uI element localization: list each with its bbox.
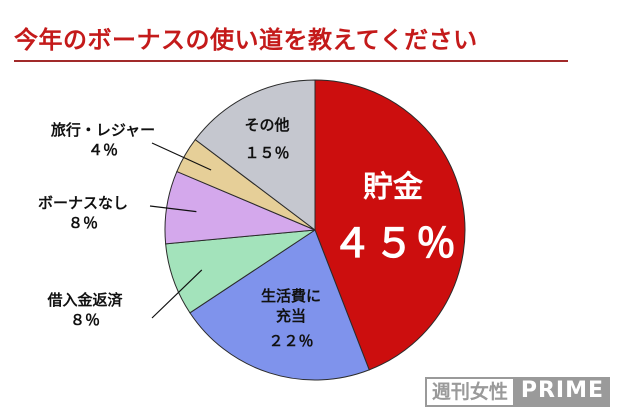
slice-value-travel-leisure: ４％ (87, 141, 118, 160)
slice-label-loan-repayment: 借入金返済 ８％ (10, 290, 160, 331)
slice-value-no-bonus: ８％ (67, 214, 98, 233)
watermark-brand: 週刊女性 (424, 377, 515, 407)
slice-label-other: その他 １５％ (222, 115, 312, 164)
leader-line-travel-leisure (151, 142, 212, 171)
pie-slice-savings (314, 79, 466, 371)
slice-label-living-expenses: 生活費に 充当 ２２％ (236, 286, 346, 351)
slice-name-living-expenses-line2: 充当 (275, 307, 306, 326)
watermark-logo: 週刊女性 PRIME (424, 377, 610, 407)
slice-name-living-expenses-line1: 生活費に (260, 287, 321, 305)
slice-name-savings: 貯金 (363, 170, 423, 205)
slice-name-loan-repayment: 借入金返済 (47, 291, 123, 309)
slice-name-no-bonus: ボーナスなし (37, 194, 128, 212)
slice-value-living-expenses: ２２％ (268, 331, 314, 350)
slice-name-travel-leisure: 旅行・レジャー (50, 121, 156, 139)
leader-line-no-bonus (149, 205, 197, 213)
slice-label-savings: 貯金 ４５％ (332, 168, 458, 271)
slice-name-other: その他 (244, 116, 290, 134)
pie-slice-other (194, 79, 316, 232)
chart-title: 今年のボーナスの使い道を教えてください (14, 26, 478, 54)
pie-slice-living-expenses (189, 229, 370, 381)
slice-value-savings: ４５％ (332, 220, 458, 267)
watermark-prime: PRIME (514, 377, 610, 407)
slice-label-no-bonus: ボーナスなし ８％ (18, 193, 148, 234)
slice-value-loan-repayment: ８％ (69, 311, 100, 330)
leader-line-loan-repayment (151, 269, 203, 319)
title-underline (14, 60, 568, 62)
slice-value-other: １５％ (244, 144, 290, 163)
slice-label-travel-leisure: 旅行・レジャー ４％ (28, 120, 178, 161)
